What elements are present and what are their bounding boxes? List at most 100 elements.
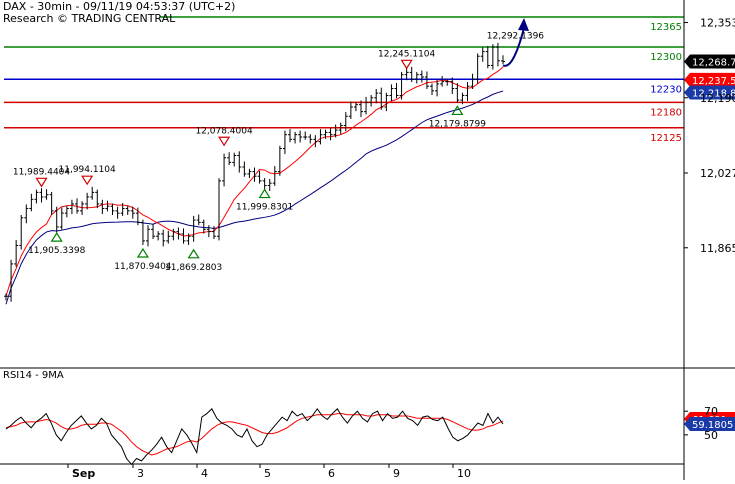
price-bar-69: [353, 101, 358, 112]
price-bar-81: [414, 71, 419, 84]
price-bar-34: [176, 227, 181, 240]
level-label-12365: 12365: [650, 22, 682, 33]
price-bar-85: [435, 79, 440, 97]
price-bar-33: [171, 228, 176, 241]
price-bar-50: [257, 170, 262, 184]
price-bar-71: [364, 96, 369, 115]
price-bar-91: [465, 82, 470, 101]
annotation-label-0: 11,989.4404: [13, 167, 71, 177]
price-bar-6: [34, 189, 39, 204]
price-bar-30: [156, 231, 161, 241]
price-bar-72: [369, 95, 374, 107]
x-tick-label-6: 10: [457, 467, 471, 480]
price-bar-48: [247, 168, 252, 179]
price-bar-42: [217, 178, 221, 241]
price-bar-88: [450, 77, 455, 95]
price-bar-89: [455, 83, 460, 103]
x-tick-label-1: 3: [137, 467, 144, 480]
annotation-label-7: 12,245.1104: [378, 49, 436, 59]
price-bar-98: [501, 55, 505, 65]
y-tick-label-2: 12,027: [700, 167, 735, 180]
price-bar-97: [495, 42, 500, 67]
y-tick-label-1: 12,190: [700, 92, 735, 105]
price-bar-15: [80, 201, 85, 215]
price-bar-57: [293, 131, 298, 144]
price-bar-31: [161, 229, 166, 247]
price-badge-2: [684, 85, 735, 100]
price-bar-60: [308, 134, 313, 144]
annotation-label-1: 11,994.1104: [59, 165, 117, 175]
price-bar-55: [282, 130, 287, 155]
price-badge-0: [684, 54, 735, 69]
price-bar-83: [424, 71, 429, 89]
price-bar-80: [409, 66, 414, 83]
price-bar-27: [140, 219, 145, 245]
level-label-12230: 12230: [650, 84, 682, 95]
price-bar-44: [227, 152, 232, 166]
price-bar-43: [222, 153, 227, 187]
rsi-title: RSI14 - 9MA: [3, 370, 64, 381]
price-bar-76: [389, 84, 394, 101]
annotation-label-2: 11,905.3398: [28, 246, 86, 256]
x-tick-label-0: Sep: [72, 467, 95, 480]
x-tick-label-4: 6: [328, 467, 335, 480]
price-bar-70: [359, 100, 363, 118]
swing-low-marker-8: [451, 105, 464, 116]
price-bar-95: [485, 46, 490, 69]
x-tick-label-3: 5: [264, 467, 271, 480]
price-bar-93: [475, 53, 480, 84]
swing-low-marker-2: [50, 232, 63, 242]
price-bar-94: [480, 47, 485, 62]
price-bar-65: [333, 124, 338, 138]
price-bar-75: [384, 92, 389, 112]
price-badge-label-0: 12,268.7: [692, 57, 735, 68]
level-label-12125: 12125: [650, 133, 682, 144]
price-bar-61: [313, 135, 318, 148]
price-bar-63: [323, 129, 328, 139]
price-bar-0: [4, 293, 8, 301]
price-bar-25: [130, 206, 135, 219]
price-bar-28: [146, 225, 150, 247]
price-bar-23: [120, 203, 125, 216]
price-bar-51: [262, 178, 267, 190]
price-bar-40: [206, 225, 211, 238]
level-label-12180: 12180: [650, 107, 682, 118]
price-bar-7: [39, 188, 44, 203]
price-badge-label-2: 12,218.8: [692, 88, 735, 99]
price-bar-21: [110, 203, 115, 215]
price-bar-11: [59, 207, 64, 230]
rsi-panel: RSI14 - 9MA61.69159.1805: [3, 370, 735, 466]
price-panel: 123651230012230121801212511,989.440411,9…: [4, 16, 735, 305]
price-bar-96: [490, 44, 495, 70]
rsi-ma-line: [5, 413, 504, 456]
price-bar-36: [186, 233, 191, 245]
price-bar-52: [267, 179, 272, 191]
price-bar-73: [374, 89, 379, 104]
price-bar-45: [232, 152, 237, 167]
chart-header-line2: Research © TRADING CENTRAL: [3, 12, 176, 25]
annotation-label-3: 11,870.9404: [114, 262, 172, 272]
price-bar-64: [328, 128, 333, 141]
rsi-line: [5, 407, 504, 466]
annotation-label-6: 11,999.8301: [236, 203, 293, 213]
price-bar-74: [379, 87, 384, 110]
swing-high-marker-7: [400, 59, 413, 70]
price-bar-77: [394, 83, 399, 99]
price-bar-87: [445, 78, 450, 86]
swing-low-marker-6: [258, 188, 271, 199]
price-bar-62: [318, 129, 323, 145]
price-bar-35: [181, 228, 186, 244]
price-bar-16: [85, 192, 90, 210]
y-tick-label-3: 11,865: [700, 242, 735, 255]
price-bar-47: [242, 161, 247, 177]
price-bar-32: [166, 230, 171, 244]
forecast-arrow-line: [502, 27, 525, 67]
price-bar-12: [64, 205, 69, 218]
price-bar-18: [95, 189, 100, 209]
price-bar-90: [460, 92, 465, 105]
price-bar-8: [44, 189, 49, 200]
price-bar-59: [303, 131, 308, 140]
price-bar-41: [211, 226, 216, 239]
